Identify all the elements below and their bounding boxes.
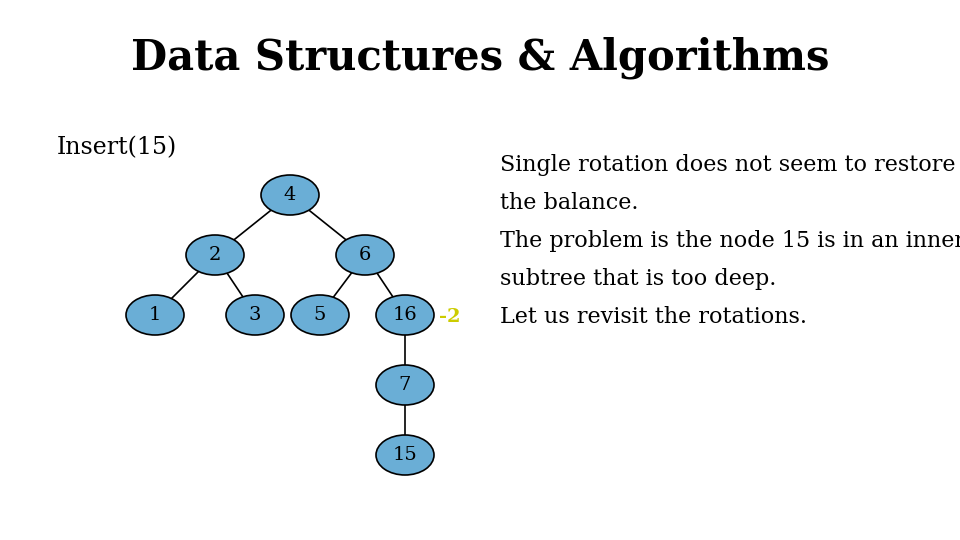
- Ellipse shape: [376, 435, 434, 475]
- Text: the balance.: the balance.: [500, 192, 638, 214]
- Text: 1: 1: [149, 306, 161, 324]
- Text: Single rotation does not seem to restore: Single rotation does not seem to restore: [500, 154, 955, 176]
- Text: 5: 5: [314, 306, 326, 324]
- Ellipse shape: [291, 295, 349, 335]
- Text: Data Structures & Algorithms: Data Structures & Algorithms: [131, 37, 829, 79]
- Ellipse shape: [376, 295, 434, 335]
- Text: 6: 6: [359, 246, 372, 264]
- Text: 15: 15: [393, 446, 418, 464]
- Ellipse shape: [126, 295, 184, 335]
- Text: 4: 4: [284, 186, 297, 204]
- Text: 7: 7: [398, 376, 411, 394]
- Text: 16: 16: [393, 306, 418, 324]
- Ellipse shape: [226, 295, 284, 335]
- Ellipse shape: [261, 175, 319, 215]
- Ellipse shape: [376, 365, 434, 405]
- Text: Let us revisit the rotations.: Let us revisit the rotations.: [500, 306, 807, 328]
- Text: The problem is the node 15 is in an inner: The problem is the node 15 is in an inne…: [500, 230, 960, 252]
- Text: -2: -2: [439, 308, 461, 326]
- Ellipse shape: [186, 235, 244, 275]
- Text: 2: 2: [209, 246, 221, 264]
- Text: 3: 3: [249, 306, 261, 324]
- Text: Insert(15): Insert(15): [57, 137, 178, 159]
- Text: subtree that is too deep.: subtree that is too deep.: [500, 268, 777, 290]
- Ellipse shape: [336, 235, 394, 275]
